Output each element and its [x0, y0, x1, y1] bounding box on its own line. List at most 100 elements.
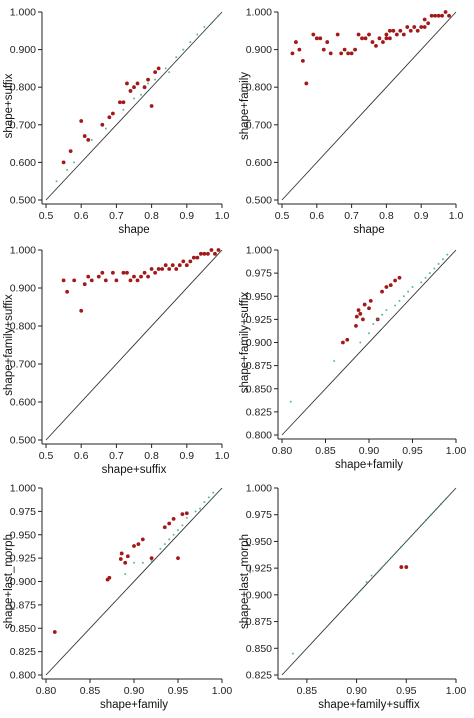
data-point-red [110, 111, 115, 116]
y-axis-title: shape+family+suffix [239, 292, 251, 394]
data-point-red [149, 267, 154, 271]
y-tick-label: 0.900 [246, 337, 272, 349]
data-point-green [199, 507, 201, 510]
data-point-red [65, 289, 70, 294]
data-point-red [135, 81, 140, 86]
x-tick-label: 0.85 [315, 445, 336, 457]
x-tick-label: 0.7 [344, 210, 359, 222]
data-point-green [445, 497, 448, 500]
data-point-red [184, 511, 189, 516]
data-point-green [355, 593, 358, 596]
data-point-green [435, 508, 438, 511]
data-point-green [359, 341, 362, 344]
data-point-red [79, 308, 84, 313]
data-point-red [180, 512, 185, 517]
y-tick-label: 0.950 [10, 529, 36, 541]
scatter-panel-1: 0.5 0.6 0.7 0.8 0.9 1.0 0.500 0.600 0.700 0.800 0.… [3, 7, 229, 237]
data-point-green [210, 22, 213, 25]
data-point-red [72, 278, 77, 283]
x-tick-label: 0.9 [414, 210, 429, 222]
x-tick-label: 1.0 [215, 450, 230, 462]
data-point-red [318, 36, 323, 41]
data-point-red [206, 251, 210, 256]
data-point-green [368, 332, 370, 335]
data-point-red [125, 554, 130, 559]
data-point-red [202, 251, 207, 256]
data-point-green [411, 286, 414, 288]
data-point-red [393, 278, 397, 283]
data-point-red [381, 40, 385, 44]
y-tick-label: 0.900 [10, 44, 36, 56]
y-tick-label: 0.975 [10, 506, 36, 518]
x-tick-label: 0.95 [402, 445, 423, 457]
x-tick-label: 0.6 [309, 210, 324, 222]
data-point-green [196, 33, 199, 36]
data-point-red [433, 13, 438, 18]
x-tick-label: 0.6 [74, 210, 89, 222]
y-tick-label: 0.500 [10, 435, 36, 447]
data-point-red [177, 263, 182, 268]
y-tick-label: 0.850 [246, 643, 272, 655]
diagonal-reference-line [45, 11, 223, 201]
data-point-red [160, 267, 165, 271]
x-tick-label: 0.95 [396, 685, 417, 697]
data-point-red [213, 251, 217, 256]
data-point-red [86, 137, 91, 142]
y-tick-label: 0.600 [246, 157, 272, 169]
data-point-green [147, 82, 150, 85]
data-point-green [410, 535, 413, 538]
data-point-red [198, 251, 203, 256]
data-point-red [380, 289, 384, 294]
data-point-green [175, 56, 178, 59]
data-point-red [370, 40, 375, 44]
data-point-green [380, 567, 383, 570]
data-point-red [304, 81, 309, 86]
data-point-red [349, 51, 354, 56]
data-point-red [125, 270, 129, 275]
data-point-red [176, 556, 180, 561]
data-point-red [184, 263, 189, 268]
y-tick-label: 0.800 [10, 321, 36, 333]
y-tick-label: 0.900 [10, 283, 36, 295]
x-axis-title: shape [353, 224, 384, 236]
data-point-red [61, 160, 66, 165]
data-point-red [107, 575, 112, 580]
data-point-green [446, 253, 449, 256]
data-point-green [163, 543, 166, 546]
data-point-red [440, 13, 444, 18]
data-point-red [297, 47, 302, 52]
data-point-green [394, 304, 397, 307]
y-tick-label: 1.000 [10, 483, 36, 495]
scatter-panel-6: 0.85 0.90 0.95 1.00 0.825 0.850 0.875 0.900 0.92… [239, 483, 466, 712]
data-point-red [135, 278, 140, 283]
data-point-green [333, 360, 336, 362]
data-point-red [362, 302, 367, 307]
data-point-red [356, 308, 361, 313]
data-point-red [345, 337, 350, 342]
y-tick-label: 0.925 [10, 553, 36, 565]
data-point-green [441, 258, 444, 261]
data-point-red [128, 278, 133, 283]
data-point-green [420, 524, 423, 527]
data-point-red [118, 557, 123, 561]
y-tick-label: 1.000 [246, 7, 272, 19]
data-point-red [128, 89, 133, 93]
x-tick-label: 0.95 [168, 685, 189, 697]
data-point-green [420, 281, 423, 284]
data-point-red [422, 25, 427, 29]
data-point-green [90, 138, 93, 141]
y-tick-label: 0.875 [246, 616, 272, 628]
data-point-red [399, 565, 404, 569]
data-point-red [52, 630, 57, 634]
data-point-red [132, 85, 136, 90]
data-point-green [177, 529, 179, 532]
y-tick-label: 0.850 [10, 623, 36, 635]
data-point-red [149, 104, 154, 108]
x-tick-label: 0.9 [179, 450, 194, 462]
data-point-green [141, 561, 144, 564]
data-point-red [146, 274, 150, 279]
data-point-red [170, 263, 175, 268]
data-point-green [437, 262, 440, 265]
data-point-red [325, 40, 330, 44]
